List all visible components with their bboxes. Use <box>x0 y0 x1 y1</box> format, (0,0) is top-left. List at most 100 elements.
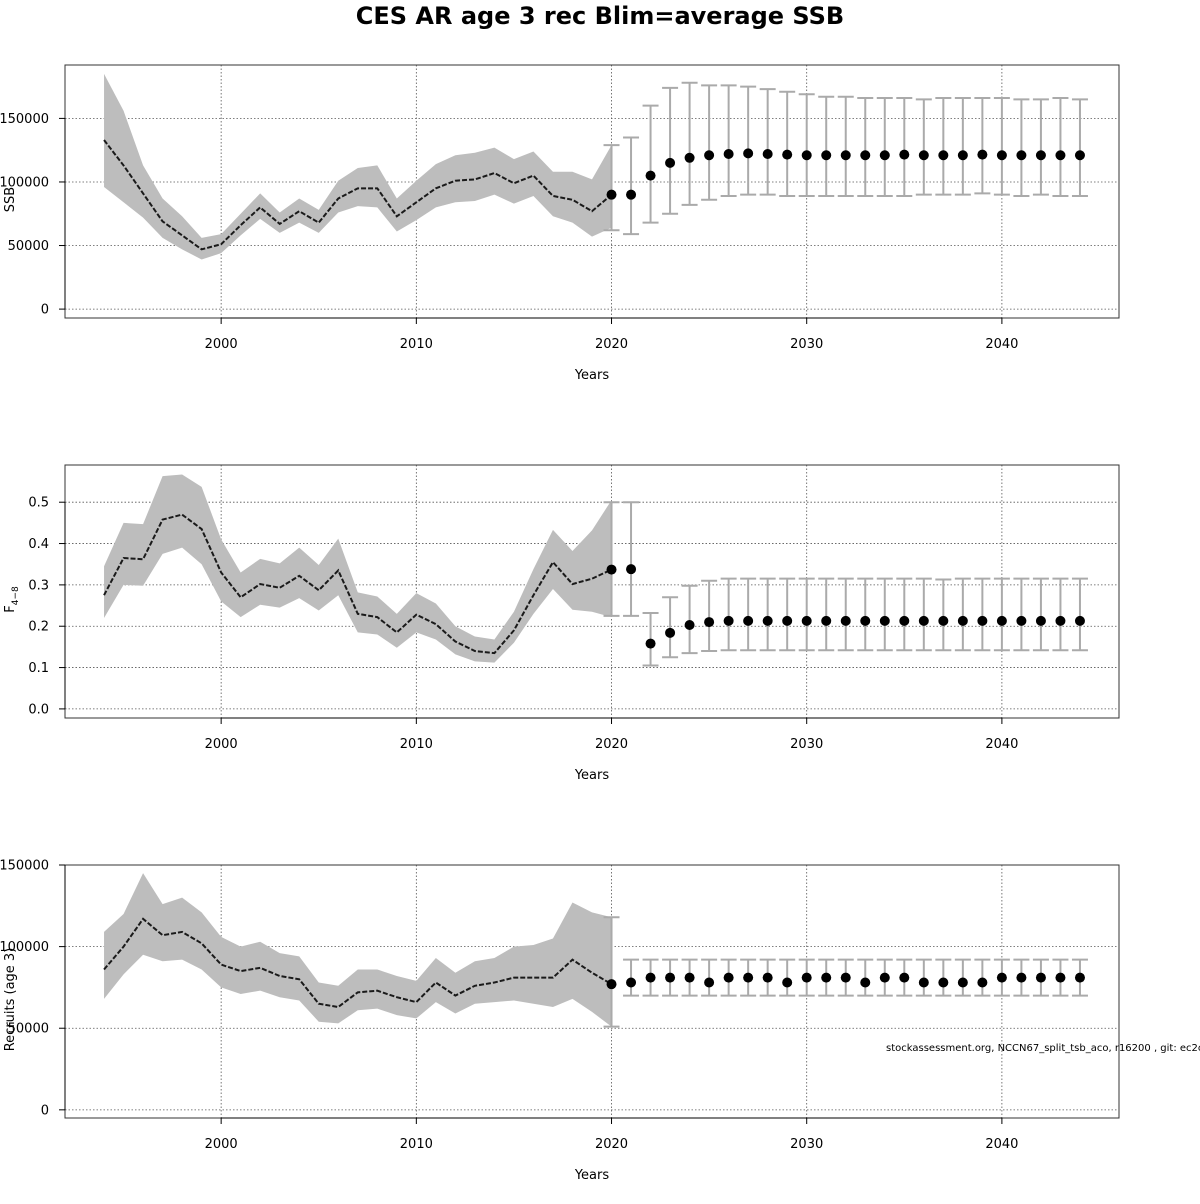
forecast-errorbar <box>1071 98 1088 197</box>
y-tick-label: 0.4 <box>28 537 49 552</box>
forecast-point <box>821 972 832 983</box>
forecast-point <box>860 150 871 161</box>
forecast-point <box>606 189 617 200</box>
forecast-point <box>665 157 676 168</box>
forecast-point <box>957 615 968 626</box>
forecast-point <box>860 615 871 626</box>
footnote: stockassessment.org, NCCN67_split_tsb_ac… <box>886 1043 1200 1054</box>
forecast-point <box>762 615 773 626</box>
forecast-point <box>821 615 832 626</box>
forecast-errorbar <box>876 97 893 197</box>
forecast-point <box>684 619 695 630</box>
forecast-errorbar <box>1032 98 1049 196</box>
x-tick-label: 2040 <box>985 1137 1018 1152</box>
forecast-errorbar <box>798 577 815 652</box>
forecast-errorbar <box>1052 97 1069 197</box>
forecast-errorbar <box>642 104 659 224</box>
forecast-errorbar <box>1013 577 1030 652</box>
forecast-point <box>743 148 754 159</box>
forecast-errorbar <box>935 578 952 652</box>
forecast-errorbar <box>779 90 796 197</box>
forecast-point <box>762 972 773 983</box>
x-tick-label: 2010 <box>400 337 433 352</box>
forecast-point <box>645 972 656 983</box>
forecast-errorbar <box>993 577 1010 652</box>
forecast-errorbar <box>603 916 620 1028</box>
forecast-point <box>977 977 988 988</box>
forecast-point <box>821 150 832 161</box>
forecast-point <box>743 972 754 983</box>
forecast-point <box>645 638 656 649</box>
forecast-point <box>606 564 617 575</box>
forecast-point <box>899 972 910 983</box>
x-tick-label: 2020 <box>595 1137 628 1152</box>
x-axis-label: Years <box>574 368 610 383</box>
y-tick-label: 0.2 <box>28 620 49 635</box>
y-tick-label: 0.0 <box>28 702 49 717</box>
forecast-errorbar <box>1071 577 1088 652</box>
forecast-point <box>626 977 637 988</box>
forecast-errorbar <box>974 577 991 652</box>
confidence-band <box>104 474 612 663</box>
x-tick-label: 2020 <box>595 737 628 752</box>
forecast-point <box>977 615 988 626</box>
forecast-point <box>938 150 949 161</box>
forecast-point <box>996 615 1007 626</box>
y-axis-label-subscript: 4−8 <box>11 586 21 605</box>
forecast-errorbar <box>603 144 620 232</box>
forecast-errorbar <box>720 577 737 652</box>
forecast-errorbar <box>935 97 952 196</box>
forecast-errorbar <box>857 577 874 652</box>
forecast-point <box>1016 615 1027 626</box>
x-tick-label: 2000 <box>205 737 238 752</box>
x-tick-label: 2000 <box>205 1137 238 1152</box>
forecast-errorbar <box>876 577 893 652</box>
forecast-errorbar <box>837 577 854 652</box>
forecast-errorbar <box>681 81 698 206</box>
forecast-errorbar <box>681 584 698 655</box>
forecast-errorbar <box>954 577 971 652</box>
forecast-point <box>684 972 695 983</box>
y-tick-label: 150000 <box>0 112 49 127</box>
forecast-point <box>1035 150 1046 161</box>
forecast-errorbar <box>603 501 620 617</box>
forecast-point <box>938 977 949 988</box>
forecast-point <box>879 615 890 626</box>
forecast-point <box>918 977 929 988</box>
forecast-errorbar <box>818 95 835 197</box>
forecast-point <box>860 977 871 988</box>
estimate-line <box>103 917 613 1009</box>
forecast-errorbar <box>818 577 835 652</box>
forecast-point <box>977 149 988 160</box>
forecast-point <box>840 972 851 983</box>
y-tick-label: 0.3 <box>28 578 49 593</box>
forecast-point <box>782 615 793 626</box>
forecast-point <box>801 972 812 983</box>
forecast-point <box>762 148 773 159</box>
forecast-point <box>899 615 910 626</box>
forecast-point <box>1074 150 1085 161</box>
forecast-point <box>723 615 734 626</box>
forecast-errorbar <box>662 86 679 215</box>
forecast-point <box>996 150 1007 161</box>
x-tick-label: 2040 <box>985 337 1018 352</box>
estimate-line <box>103 139 613 251</box>
forecast-point <box>723 972 734 983</box>
estimate-line <box>103 513 612 655</box>
forecast-errorbar <box>1013 98 1030 197</box>
x-axis-label: Years <box>574 768 610 783</box>
forecast-errorbar <box>740 577 757 652</box>
panel-3: 0 50000 100000 150000 2000 2010 2020 2030 2040 Ye… <box>0 859 1120 1183</box>
forecast-errorbar <box>740 85 757 196</box>
forecast-point <box>743 615 754 626</box>
forecast-point <box>996 972 1007 983</box>
y-axis-label: F4−8 <box>3 586 21 613</box>
forecast-errorbar <box>623 136 640 236</box>
forecast-errorbar <box>915 98 932 196</box>
chart-title: CES AR age 3 rec Blim=average SSB <box>355 2 845 30</box>
y-axis-label: SSB <box>3 187 18 212</box>
forecast-point <box>1035 972 1046 983</box>
forecast-point <box>1055 150 1066 161</box>
forecast-point <box>1055 972 1066 983</box>
